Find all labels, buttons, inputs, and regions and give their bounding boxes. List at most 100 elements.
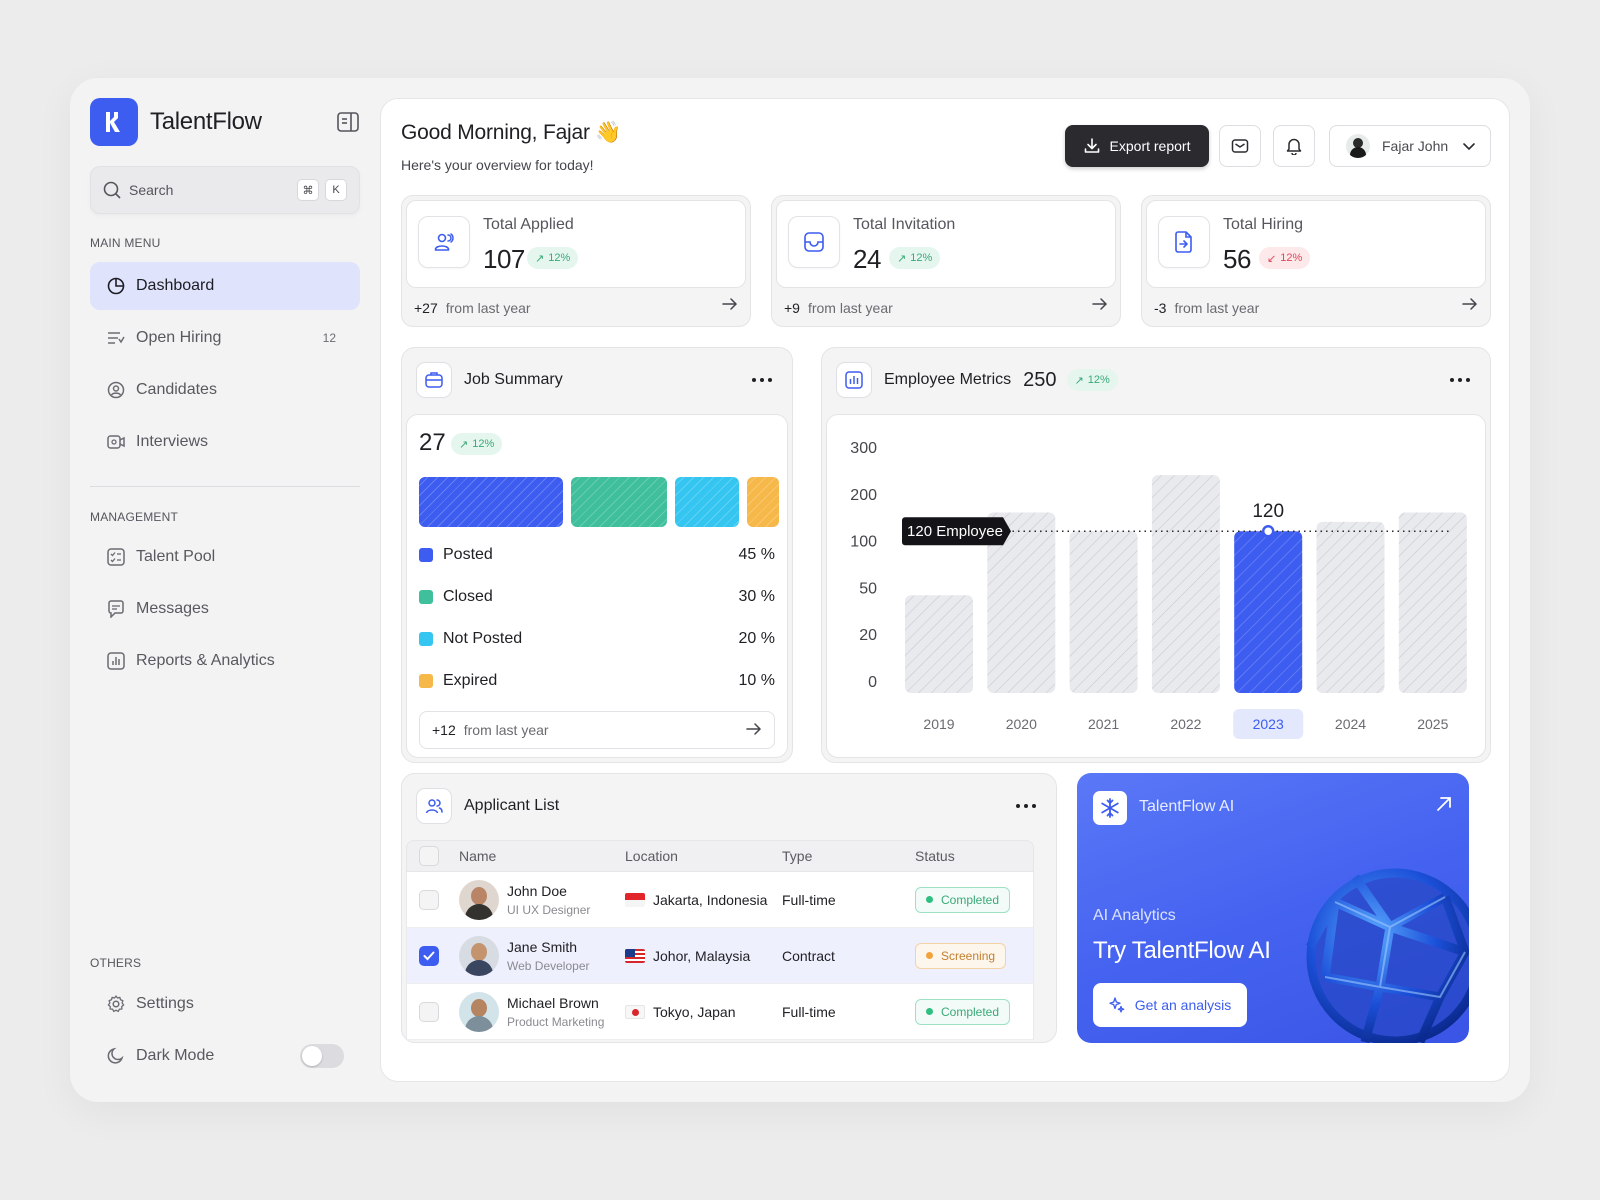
bar-2021 [1069, 531, 1138, 693]
chart-area: 0 20 50 100 200 300 2019 2020 2021 2022 2023 2024 20… [826, 414, 1486, 758]
y-tick-label: 200 [850, 487, 877, 504]
sidebar-item-label: Candidates [136, 381, 217, 398]
x-tick-label: 2022 [1170, 716, 1201, 732]
video-icon [106, 432, 126, 452]
stat-delta: -3 [1154, 300, 1167, 316]
malaysia-flag-icon [625, 948, 645, 963]
trend-badge-value: 12% [548, 252, 571, 264]
select-all-checkbox[interactable] [419, 846, 439, 866]
sidebar-item-open-hiring[interactable]: Open Hiring 12 [90, 314, 360, 362]
more-icon[interactable] [1448, 370, 1472, 390]
avatar [1346, 134, 1370, 158]
applicant-name: John Doe [507, 882, 567, 899]
row-checkbox[interactable] [419, 1001, 439, 1022]
arrow-up-right-icon[interactable] [1435, 795, 1453, 818]
table-row[interactable]: John Doe UI UX Designer Jakarta, Indonesi… [406, 872, 1034, 928]
bar-2019 [905, 595, 973, 693]
highlight-value-label: 120 [1252, 501, 1284, 522]
user-name: Fajar John [1382, 138, 1449, 154]
legend-label: Posted [443, 546, 493, 563]
distribution-segment-expired [747, 477, 779, 527]
more-icon[interactable] [1014, 796, 1038, 816]
avatar [459, 935, 499, 976]
sidebar-item-interviews[interactable]: Interviews [90, 418, 360, 466]
stat-card-hiring: Total Hiring 56 ↙ 12% -3 from last year [1141, 195, 1491, 327]
arrow-right-icon[interactable] [722, 297, 738, 316]
dark-mode-toggle[interactable] [300, 1044, 344, 1068]
open-hiring-count: 12 [322, 331, 336, 345]
table-header: Name Location Type Status [406, 840, 1034, 872]
sidebar-item-reports[interactable]: Reports & Analytics [90, 637, 360, 685]
users-icon [416, 788, 452, 824]
checklist-icon [106, 547, 126, 567]
get-analysis-button[interactable]: Get an analysis [1093, 983, 1247, 1027]
sidebar-item-talent-pool[interactable]: Talent Pool [90, 533, 360, 581]
card-title: Employee Metrics [884, 371, 1012, 388]
trend-badge: ↗ 12% [889, 247, 941, 269]
legend-label: Expired [443, 672, 498, 689]
row-checkbox[interactable] [419, 889, 439, 910]
sidebar-item-messages[interactable]: Messages [90, 585, 360, 633]
chevron-down-icon [1463, 143, 1475, 151]
more-icon[interactable] [750, 370, 774, 390]
employee-total: 250 [1023, 368, 1057, 391]
stat-value: 56 [1223, 244, 1251, 274]
status-badge-label: Completed [941, 1004, 1000, 1019]
brand-name: TalentFlow [150, 108, 262, 135]
y-tick-label: 50 [859, 580, 877, 597]
export-report-button[interactable]: Export report [1065, 125, 1209, 167]
status-badge: Completed [915, 886, 1011, 913]
mail-icon [1231, 139, 1249, 153]
legend-label: Closed [443, 588, 493, 605]
table-row[interactable]: Michael Brown Product Marketing Tokyo, Ja… [406, 984, 1034, 1040]
avatar [459, 879, 499, 920]
job-delta-text: from last year [463, 722, 549, 738]
user-menu[interactable]: Fajar John [1329, 125, 1491, 167]
indonesia-flag-icon [625, 892, 645, 907]
distribution-segment-posted [419, 477, 563, 527]
row-checkbox[interactable] [419, 945, 439, 966]
table-row[interactable]: Jane Smith Web Developer Johor, Malaysia … [406, 928, 1034, 984]
arrow-right-icon[interactable] [1092, 297, 1108, 316]
trend-badge: ↗ 12% [451, 433, 503, 455]
x-tick-label: 2025 [1417, 716, 1448, 732]
job-summary-footer[interactable]: +12 from last year [419, 711, 775, 749]
sparkle-icon [1109, 997, 1125, 1013]
stat-delta-text: from last year [445, 300, 531, 316]
sidebar-item-label: Talent Pool [136, 548, 216, 565]
japan-flag-icon [625, 1004, 645, 1019]
legend-label: Not Posted [443, 630, 523, 647]
notification-button[interactable] [1273, 125, 1315, 167]
card-title: Job Summary [464, 371, 563, 388]
others-title: OTHERS [90, 956, 142, 970]
talentflow-ai-card: TalentFlow AI AI Analytics Try TalentFlo… [1077, 773, 1469, 1043]
distribution-segment-closed [571, 477, 667, 527]
legend-swatch [419, 590, 433, 604]
management-title: MANAGEMENT [90, 510, 179, 524]
search-input[interactable]: Search ⌘ K [90, 166, 360, 214]
bar-2022 [1151, 475, 1220, 693]
status-badge: Screening [915, 942, 1007, 969]
inbox-icon [788, 216, 840, 268]
mail-button[interactable] [1219, 125, 1261, 167]
sidebar-collapse-icon[interactable] [336, 110, 360, 134]
sidebar-item-label: Dashboard [136, 277, 215, 294]
sidebar-item-dashboard[interactable]: Dashboard [90, 262, 360, 310]
users-icon [418, 216, 470, 268]
stat-delta-text: from last year [1174, 300, 1260, 316]
column-header: Type [782, 848, 813, 864]
arrow-right-icon[interactable] [1462, 297, 1478, 316]
sidebar-item-settings[interactable]: Settings [90, 980, 360, 1028]
sidebar-item-dark-mode: Dark Mode [90, 1032, 360, 1080]
sidebar-item-label: Settings [136, 995, 194, 1012]
highlight-point [1261, 524, 1275, 538]
list-filter-icon [106, 328, 126, 348]
sidebar-item-candidates[interactable]: Candidates [90, 366, 360, 414]
arrow-up-right-icon: ↗ [897, 252, 907, 265]
arrow-up-right-icon: ↗ [459, 438, 469, 451]
status-badge-label: Completed [941, 892, 1000, 907]
job-total: 27 [419, 429, 446, 456]
page-title: Good Morning, Fajar 👋 [401, 121, 622, 144]
bar-2025 [1398, 512, 1467, 693]
arrow-down-left-icon: ↙ [1267, 252, 1277, 265]
